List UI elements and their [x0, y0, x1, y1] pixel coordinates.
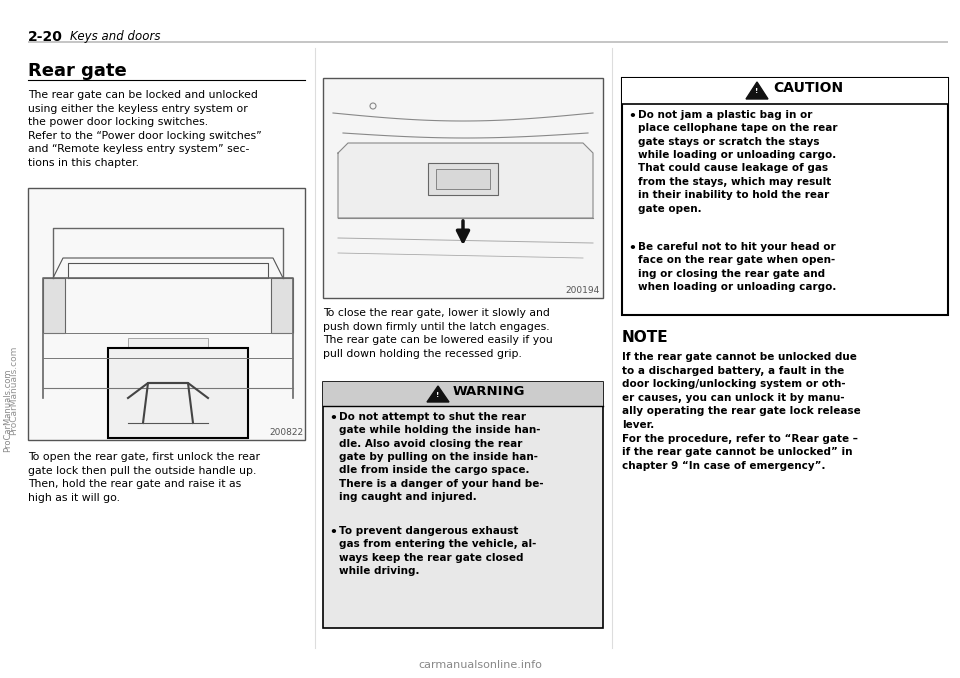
Bar — [43, 278, 65, 333]
Text: !: ! — [756, 88, 758, 94]
Text: carmanualsonline.info: carmanualsonline.info — [418, 660, 542, 670]
Text: Rear gate: Rear gate — [28, 62, 127, 80]
Text: •: • — [329, 412, 337, 425]
Polygon shape — [746, 82, 768, 99]
Text: Keys and doors: Keys and doors — [70, 30, 160, 43]
Bar — [436, 169, 490, 189]
Text: NOTE: NOTE — [622, 330, 668, 345]
FancyBboxPatch shape — [323, 78, 603, 298]
FancyBboxPatch shape — [323, 382, 603, 406]
Bar — [128, 338, 208, 363]
Text: To open the rear gate, first unlock the rear
gate lock then pull the outside han: To open the rear gate, first unlock the … — [28, 452, 260, 503]
Text: !: ! — [437, 392, 440, 398]
Bar — [428, 163, 498, 195]
Polygon shape — [427, 386, 449, 402]
Text: WARNING: WARNING — [453, 385, 525, 398]
Text: •: • — [628, 110, 636, 123]
FancyBboxPatch shape — [622, 78, 948, 315]
Polygon shape — [338, 143, 593, 218]
Text: CAUTION: CAUTION — [773, 81, 843, 95]
FancyBboxPatch shape — [323, 382, 603, 628]
Text: 200194: 200194 — [565, 286, 600, 295]
Text: •: • — [329, 526, 337, 539]
Text: Be careful not to hit your head or
face on the rear gate when open-
ing or closi: Be careful not to hit your head or face … — [638, 242, 836, 292]
FancyBboxPatch shape — [28, 188, 305, 440]
Text: If the rear gate cannot be unlocked due
to a discharged battery, a fault in the
: If the rear gate cannot be unlocked due … — [622, 352, 861, 471]
FancyBboxPatch shape — [622, 78, 948, 104]
Text: The rear gate can be locked and unlocked
using either the keyless entry system o: The rear gate can be locked and unlocked… — [28, 90, 262, 168]
Text: ProCarManuals.com: ProCarManuals.com — [4, 368, 12, 452]
Text: ProCarManuals.com: ProCarManuals.com — [10, 345, 18, 435]
Text: 2-20: 2-20 — [28, 30, 62, 44]
Text: 200822: 200822 — [269, 428, 303, 437]
Bar — [271, 278, 293, 333]
Text: To close the rear gate, lower it slowly and
push down firmly until the latch eng: To close the rear gate, lower it slowly … — [323, 308, 553, 359]
Text: •: • — [628, 242, 636, 255]
Text: Do not jam a plastic bag in or
place cellophane tape on the rear
gate stays or s: Do not jam a plastic bag in or place cel… — [638, 110, 837, 214]
FancyBboxPatch shape — [108, 348, 248, 438]
Text: To prevent dangerous exhaust
gas from entering the vehicle, al-
ways keep the re: To prevent dangerous exhaust gas from en… — [339, 526, 537, 576]
Text: Do not attempt to shut the rear
gate while holding the inside han-
dle. Also avo: Do not attempt to shut the rear gate whi… — [339, 412, 543, 502]
